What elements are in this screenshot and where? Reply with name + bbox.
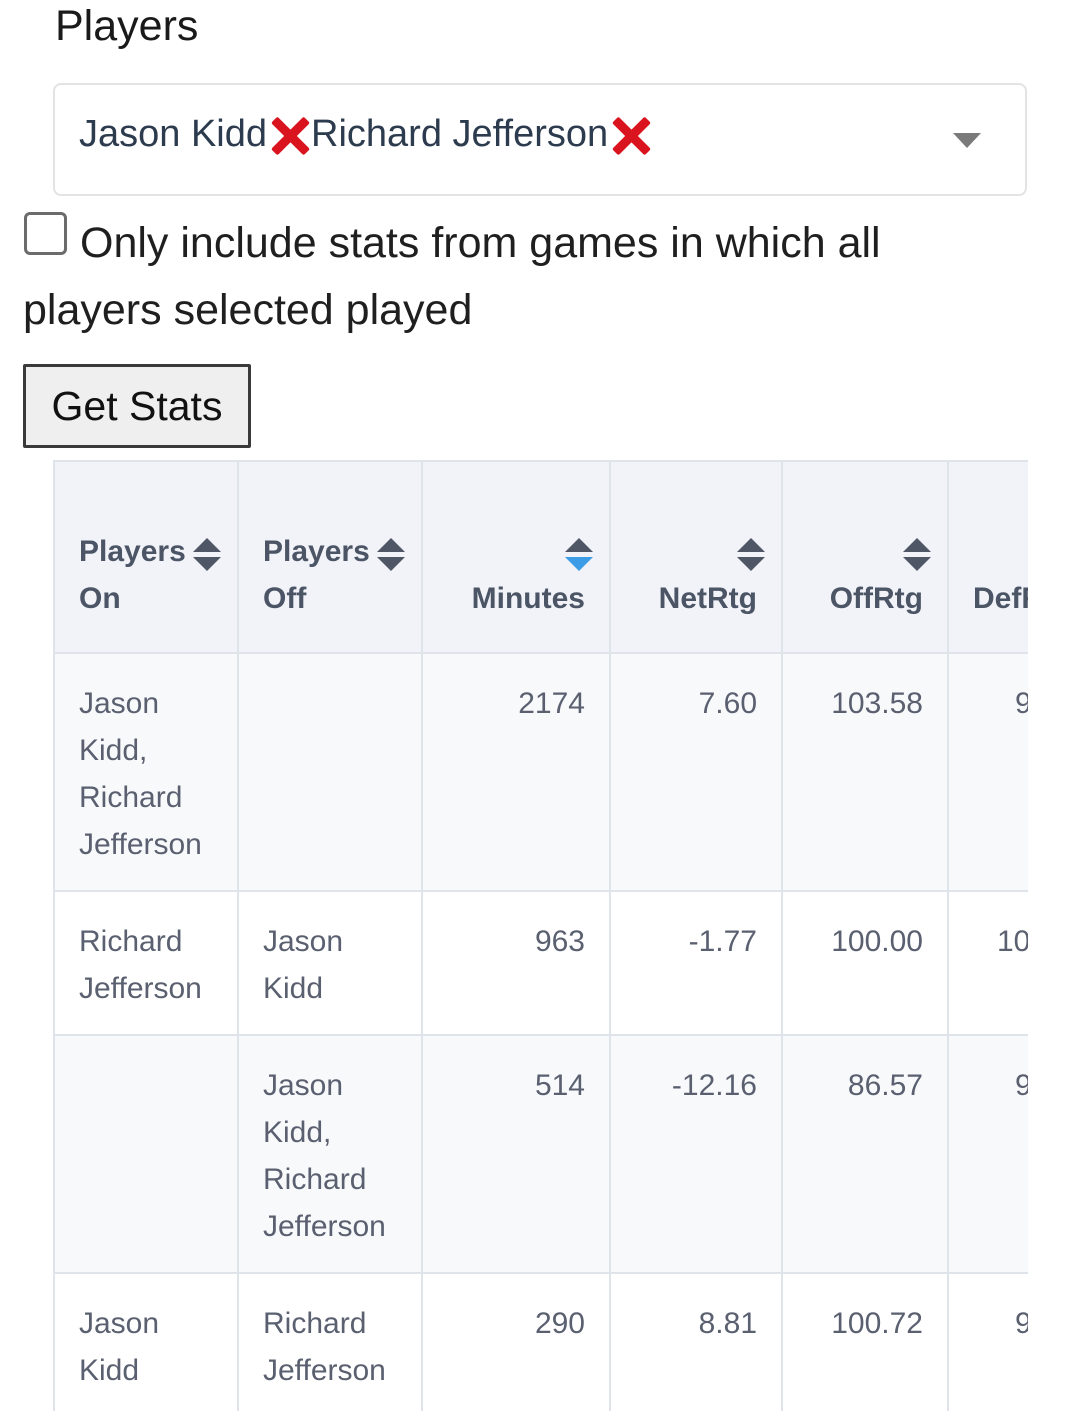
chevron-down-icon[interactable] [953,133,981,148]
cell-players-off: Jason Kidd, Richard Jefferson [237,1034,423,1274]
header-label: OffRtg [829,582,923,615]
cell-players-off: Jason Kidd [237,890,423,1036]
header-label: Players On [79,535,186,615]
table-row: Richard Jefferson Jason Kidd 963 -1.77 1… [53,890,1028,1036]
sort-icon[interactable] [737,538,765,572]
remove-x-icon[interactable] [269,114,311,156]
header-label: DefRtg [973,582,1028,615]
cell-netrtg: 8.81 [609,1272,783,1411]
chip-label: Richard Jefferson [311,113,609,155]
sort-icon[interactable] [377,538,405,572]
cell-netrtg: -12.16 [609,1034,783,1274]
cell-minutes: 290 [421,1272,611,1411]
col-header-defrtg[interactable]: DefRtg [947,460,1028,654]
cell-offrtg: 86.57 [781,1034,949,1274]
table-row: Jason Kidd, Richard Jefferson 2174 7.60 … [53,652,1028,892]
filter-label: Only include stats from games in which a… [23,219,881,334]
all-played-checkbox[interactable] [24,212,67,255]
cell-defrtg: 9 [947,1034,1028,1274]
cell-netrtg: 7.60 [609,652,783,892]
cell-offrtg: 100.72 [781,1272,949,1411]
col-header-netrtg[interactable]: NetRtg [609,460,783,654]
cell-offrtg: 100.00 [781,890,949,1036]
sort-icon[interactable] [565,538,593,572]
players-select[interactable]: Jason Kidd Richard Jefferson [53,83,1027,196]
cell-players-off [237,652,423,892]
get-stats-button[interactable]: Get Stats [23,364,251,448]
player-chip-jason-kidd: Jason Kidd [79,113,311,156]
col-header-players-off[interactable]: Players Off [237,460,423,654]
section-title: Players [55,2,199,50]
cell-defrtg: 10 [947,890,1028,1036]
stats-table-scroll[interactable]: Players On Players Off Minutes NetRtg [53,460,1028,1411]
table-header-row: Players On Players Off Minutes NetRtg [53,460,1028,654]
selected-players: Jason Kidd Richard Jefferson [79,113,652,156]
cell-players-on: Jason Kidd [53,1272,239,1411]
header-label: Players Off [263,535,370,615]
cell-defrtg: 9 [947,652,1028,892]
cell-players-on: Richard Jefferson [53,890,239,1036]
sort-icon[interactable] [903,538,931,572]
cell-netrtg: -1.77 [609,890,783,1036]
table-row: Jason Kidd Richard Jefferson 290 8.81 10… [53,1272,1028,1411]
cell-offrtg: 103.58 [781,652,949,892]
stats-table: Players On Players Off Minutes NetRtg [53,460,1028,1411]
header-label: Minutes [471,582,585,615]
col-header-players-on[interactable]: Players On [53,460,239,654]
cell-players-off: Richard Jefferson [237,1272,423,1411]
cell-players-on: Jason Kidd, Richard Jefferson [53,652,239,892]
cell-minutes: 963 [421,890,611,1036]
cell-minutes: 514 [421,1034,611,1274]
table-row: Jason Kidd, Richard Jefferson 514 -12.16… [53,1034,1028,1274]
cell-players-on [53,1034,239,1274]
cell-defrtg: 9 [947,1272,1028,1411]
chip-label: Jason Kidd [79,113,268,155]
col-header-minutes[interactable]: Minutes [421,460,611,654]
remove-x-icon[interactable] [610,114,652,156]
player-chip-richard-jefferson: Richard Jefferson [311,113,652,156]
col-header-offrtg[interactable]: OffRtg [781,460,949,654]
header-label: NetRtg [658,582,757,615]
cell-minutes: 2174 [421,652,611,892]
sort-icon[interactable] [193,538,221,572]
